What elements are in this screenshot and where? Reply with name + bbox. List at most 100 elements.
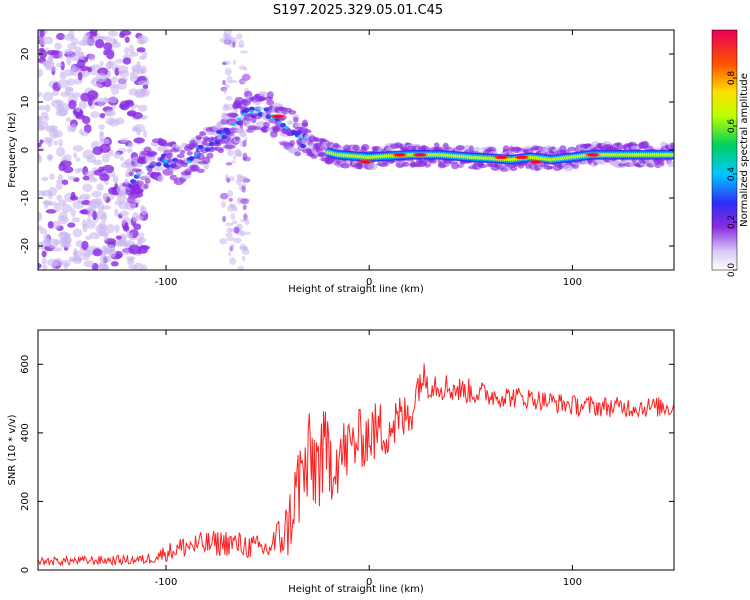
spectrogram-blob <box>99 173 110 182</box>
spectrogram-blob <box>535 145 543 151</box>
spectrogram-blob <box>226 75 233 84</box>
spectrogram-blob <box>53 203 61 213</box>
spectrogram-blob <box>587 153 598 157</box>
spectrogram-blob <box>128 244 141 255</box>
spectrogram-blob <box>117 77 129 82</box>
spectrogram-blob <box>567 146 577 152</box>
x-tick-label: 100 <box>563 577 582 588</box>
spectrogram-blob <box>74 168 82 174</box>
spectrogram-blob <box>65 117 72 123</box>
spectrogram-blob <box>103 111 114 116</box>
spectrogram-blob <box>47 154 53 162</box>
spectrogram-blob <box>51 90 59 97</box>
spectrogram-blob <box>101 153 110 163</box>
spectrogram-blob <box>202 156 211 165</box>
spectrogram-blob <box>41 250 47 258</box>
spectrogram-blob <box>58 211 68 222</box>
spectrogram-blob <box>222 104 229 112</box>
y-tick-label: 600 <box>20 355 31 374</box>
spectrogram-blob <box>92 177 98 183</box>
spectrogram-blob <box>617 163 625 167</box>
x-tick-label: 0 <box>366 577 372 588</box>
spectrogram-blob <box>236 33 243 40</box>
y-tick-label: 400 <box>20 423 31 442</box>
spectrogram-blob <box>287 120 294 125</box>
spectrogram-blob <box>135 199 141 204</box>
y-tick-label: 20 <box>20 48 31 61</box>
spectrogram-blob <box>289 139 295 147</box>
colorbar-tick-label: 0.0 <box>727 263 737 278</box>
spectrogram-blob <box>78 100 87 110</box>
spectrogram-blob <box>91 190 102 198</box>
spectrogram-blob <box>71 217 81 223</box>
spectrogram-blob <box>71 64 76 72</box>
x-tick-label: -100 <box>155 277 178 288</box>
spectrogram-blob <box>230 213 236 221</box>
spectrogram-blob <box>57 173 64 181</box>
spectrogram-blob <box>219 192 229 200</box>
snr-ticks: -100 0 100 0 200 400 600 <box>20 330 674 588</box>
spectrogram-xlabel: Height of straight line (km) <box>288 284 424 295</box>
spectrogram-blob <box>112 175 119 184</box>
spectrogram-blob <box>77 72 83 81</box>
spectrogram-blob <box>116 185 128 195</box>
spectrogram-blob <box>81 131 89 137</box>
spectrogram-blob <box>61 204 72 213</box>
spectrogram-blob <box>233 237 242 244</box>
spectrogram-blob <box>100 266 107 270</box>
spectrogram-blob <box>225 162 233 166</box>
spectrogram-blob <box>87 97 93 107</box>
spectrogram-blob <box>52 247 63 252</box>
spectrogram-blob <box>56 194 63 201</box>
spectrogram-blob <box>93 197 103 205</box>
spectrogram-blob <box>47 258 59 267</box>
spectrogram-blob <box>144 178 151 184</box>
spectrogram-blob <box>254 106 265 111</box>
spectrogram-blob <box>288 110 297 115</box>
spectrogram-blob <box>83 124 92 134</box>
spectrogram-blob <box>42 200 53 205</box>
spectrogram-blob <box>43 60 55 69</box>
colorbar-tick-label: 0.2 <box>727 215 737 229</box>
spectrogram-blob <box>258 90 267 97</box>
spectrogram-blob <box>136 47 146 53</box>
spectrogram-blob <box>284 125 289 130</box>
spectrogram-blob <box>92 248 103 257</box>
spectrogram-blob <box>428 159 438 164</box>
spectrogram-blob <box>233 226 240 234</box>
spectrogram-blob <box>70 191 76 200</box>
spectrogram-blob <box>302 129 312 134</box>
spectrogram-blob <box>199 130 207 137</box>
spectrogram-blob <box>104 244 116 253</box>
x-tick-label: 100 <box>563 277 582 288</box>
spectrogram-blob <box>43 115 50 122</box>
colorbar-gradient <box>711 29 738 271</box>
spectrogram-blob <box>46 50 58 56</box>
spectrogram-blob <box>58 231 69 240</box>
spectrogram-blob <box>225 135 232 141</box>
spectrogram-blob <box>234 136 240 141</box>
spectrogram-blob <box>241 79 246 84</box>
spectrogram-blob <box>227 204 235 213</box>
spectrogram-blob <box>499 167 509 172</box>
spectrogram-blob <box>38 68 44 78</box>
spectrogram-blob <box>55 110 68 117</box>
y-tick-label: 0 <box>20 567 31 573</box>
spectrogram-blob <box>235 149 243 157</box>
snr-panel: -100 0 100 0 200 400 600 Height of straight li… <box>7 329 675 595</box>
spectrogram-blob <box>90 111 100 119</box>
spectrogram-blob <box>70 207 76 218</box>
spectrogram-blob <box>53 140 59 146</box>
spectrogram-blob <box>367 162 378 171</box>
spectrogram-blob <box>188 156 195 161</box>
spectrogram-blob <box>243 213 248 221</box>
spectrogram-blob <box>132 112 143 119</box>
spectrogram-blob <box>102 97 111 104</box>
colorbar-tick-label: 0.6 <box>727 119 737 134</box>
spectrogram-blob <box>111 104 116 110</box>
y-tick-label: -20 <box>20 238 31 254</box>
colorbar-ticks: 0.0 0.2 0.4 0.6 0.8 <box>727 71 737 278</box>
spectrogram-blob <box>148 151 158 156</box>
spectrogram-blob <box>39 30 45 38</box>
